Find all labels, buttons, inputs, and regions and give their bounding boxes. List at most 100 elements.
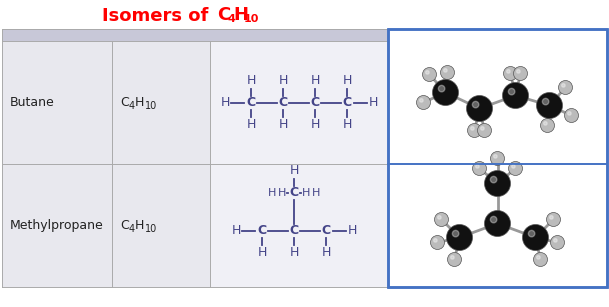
Circle shape (438, 216, 441, 219)
Text: C: C (278, 96, 287, 109)
Circle shape (434, 239, 437, 242)
Text: H: H (347, 224, 357, 237)
Circle shape (481, 127, 484, 130)
Circle shape (446, 224, 473, 251)
Text: C: C (289, 224, 298, 237)
Text: C: C (120, 96, 128, 109)
Text: 10: 10 (145, 100, 157, 111)
Circle shape (448, 252, 462, 266)
Text: H: H (278, 188, 286, 197)
Circle shape (438, 85, 445, 92)
Bar (388, 29, 607, 287)
Bar (2, 164, 210, 287)
Circle shape (551, 235, 565, 250)
Text: C: C (289, 186, 298, 199)
Text: H: H (135, 96, 144, 109)
Bar (388, 29, 607, 287)
Circle shape (568, 112, 571, 115)
Text: H: H (135, 219, 144, 232)
Bar (2, 41, 210, 164)
Circle shape (417, 95, 431, 110)
Circle shape (440, 65, 454, 80)
Text: C: C (322, 224, 331, 237)
Circle shape (565, 108, 579, 122)
Text: C: C (247, 96, 256, 109)
Circle shape (451, 256, 454, 259)
Bar (210, 41, 388, 164)
Text: H: H (322, 246, 331, 259)
Text: H: H (302, 188, 310, 197)
Circle shape (509, 161, 523, 176)
Circle shape (512, 165, 515, 168)
Text: Butane: Butane (10, 96, 55, 109)
Text: H: H (220, 96, 230, 109)
Circle shape (550, 216, 553, 219)
Text: H: H (246, 118, 256, 131)
Circle shape (485, 211, 510, 236)
Text: H: H (289, 164, 298, 177)
Text: H: H (278, 118, 287, 131)
Text: 4: 4 (227, 14, 235, 24)
Bar (210, 164, 388, 287)
Circle shape (452, 230, 459, 237)
Circle shape (473, 161, 487, 176)
Circle shape (529, 230, 535, 237)
Circle shape (509, 88, 515, 95)
Circle shape (432, 80, 459, 106)
Circle shape (490, 151, 504, 165)
Text: C: C (258, 224, 267, 237)
Circle shape (507, 70, 510, 73)
Circle shape (523, 224, 549, 251)
Text: H: H (368, 96, 378, 109)
Circle shape (431, 235, 445, 250)
Circle shape (537, 92, 563, 119)
Circle shape (426, 71, 429, 74)
Text: C: C (342, 96, 351, 109)
Circle shape (537, 256, 540, 259)
Circle shape (554, 239, 557, 242)
Text: H: H (278, 74, 287, 87)
Text: H: H (312, 188, 320, 197)
Text: H: H (231, 224, 241, 237)
Text: Isomers of: Isomers of (102, 7, 215, 25)
Circle shape (494, 155, 497, 158)
Circle shape (477, 123, 491, 138)
Circle shape (423, 68, 437, 81)
Circle shape (516, 70, 520, 73)
Text: H: H (233, 6, 248, 24)
Text: 4: 4 (129, 223, 135, 234)
Text: 10: 10 (145, 223, 157, 234)
Text: H: H (342, 118, 351, 131)
Circle shape (513, 67, 527, 80)
Text: C: C (120, 219, 128, 232)
Circle shape (443, 69, 447, 72)
Circle shape (558, 80, 572, 95)
Circle shape (476, 165, 479, 168)
Text: 4: 4 (129, 100, 135, 111)
Circle shape (468, 123, 482, 138)
Circle shape (504, 67, 518, 80)
Text: H: H (268, 188, 276, 197)
Text: Methylpropane: Methylpropane (10, 219, 104, 232)
Circle shape (471, 127, 474, 130)
Circle shape (434, 212, 448, 227)
Circle shape (466, 95, 493, 122)
Circle shape (490, 176, 497, 183)
Text: H: H (258, 246, 267, 259)
Circle shape (546, 212, 560, 227)
Text: H: H (246, 74, 256, 87)
Circle shape (502, 83, 529, 108)
Circle shape (561, 84, 565, 87)
Circle shape (541, 119, 555, 133)
Circle shape (533, 252, 547, 266)
Circle shape (420, 99, 423, 102)
Text: H: H (289, 246, 298, 259)
Text: C: C (311, 96, 320, 109)
Bar (388, 29, 607, 287)
Text: H: H (342, 74, 351, 87)
Text: C: C (217, 6, 230, 24)
Circle shape (544, 122, 547, 125)
Circle shape (473, 101, 479, 108)
Text: H: H (311, 74, 320, 87)
Bar (2, 29, 388, 41)
